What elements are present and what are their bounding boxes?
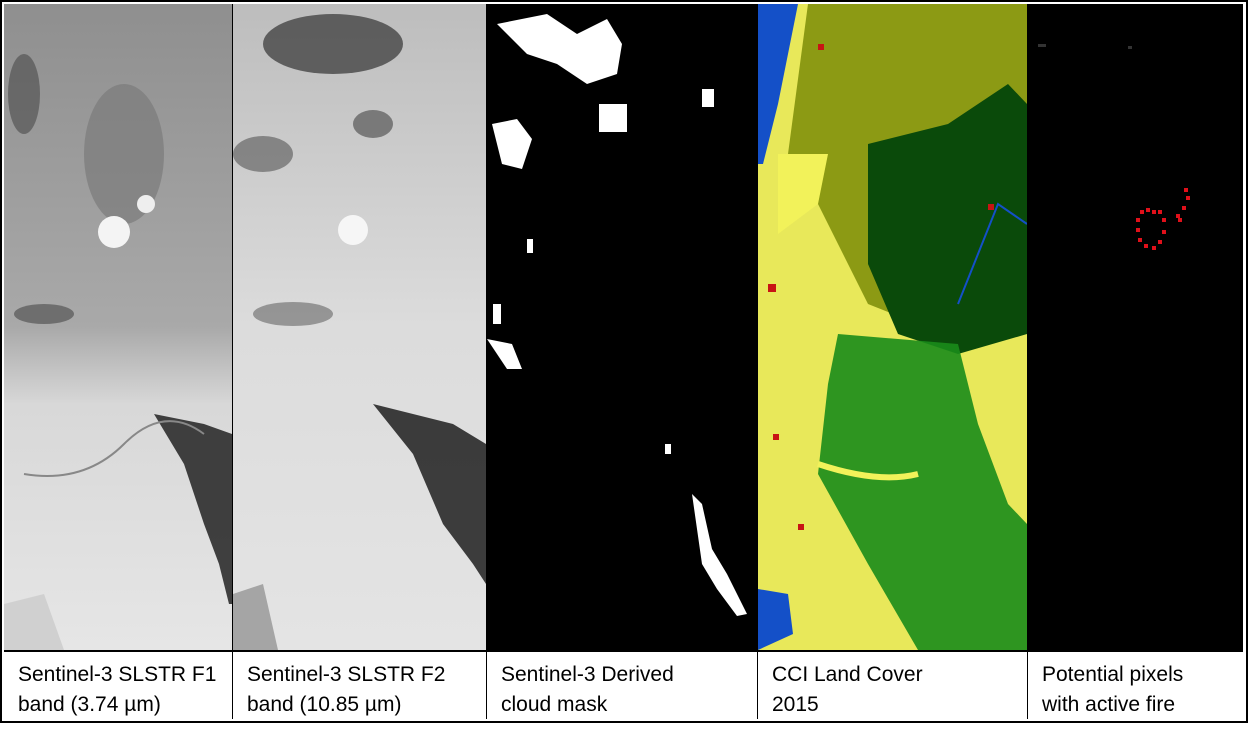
caption-f2-line2: band (10.85 µm) [247,693,402,716]
caption-f1-line2: band (3.74 µm) [18,693,161,716]
caption-cloud: Sentinel-3 Derived cloud mask [487,650,757,721]
caption-f1-line1: Sentinel-3 SLSTR F1 [18,663,217,686]
landcover-image [758,4,1027,650]
divider [232,4,233,719]
caption-landcover-line1: CCI Land Cover [772,663,923,686]
panel-f1: Sentinel-3 SLSTR F1 band (3.74 µm) [4,4,232,721]
f2-band-svg [233,4,486,650]
caption-cloud-line2: cloud mask [501,693,608,716]
f2-band-image [233,4,486,650]
divider [1027,4,1028,719]
caption-f2-line1: Sentinel-3 SLSTR F2 [247,663,446,686]
landcover-svg [758,4,1027,650]
fire-pixels-image [1028,4,1243,650]
caption-fire: Potential pixels with active fire [1028,650,1243,721]
caption-landcover-line2: 2015 [772,693,819,716]
divider [757,4,758,719]
caption-landcover: CCI Land Cover 2015 [758,650,1027,721]
caption-fire-line2: with active fire [1042,693,1176,716]
cloud-mask-svg [487,4,757,650]
panel-cloud: Sentinel-3 Derived cloud mask [487,4,757,721]
divider [486,4,487,719]
f1-band-svg [4,4,232,650]
panel-fire: Potential pixels with active fire [1028,4,1243,721]
fire-pixels-svg [1028,4,1243,650]
caption-f1: Sentinel-3 SLSTR F1 band (3.74 µm) [4,650,232,721]
cloud-mask-image [487,4,757,650]
panel-landcover: CCI Land Cover 2015 [758,4,1027,721]
caption-f2: Sentinel-3 SLSTR F2 band (10.85 µm) [233,650,486,721]
caption-fire-line1: Potential pixels [1042,663,1184,686]
f1-band-image [4,4,232,650]
caption-cloud-line1: Sentinel-3 Derived [501,663,674,686]
panel-f2: Sentinel-3 SLSTR F2 band (10.85 µm) [233,4,486,721]
